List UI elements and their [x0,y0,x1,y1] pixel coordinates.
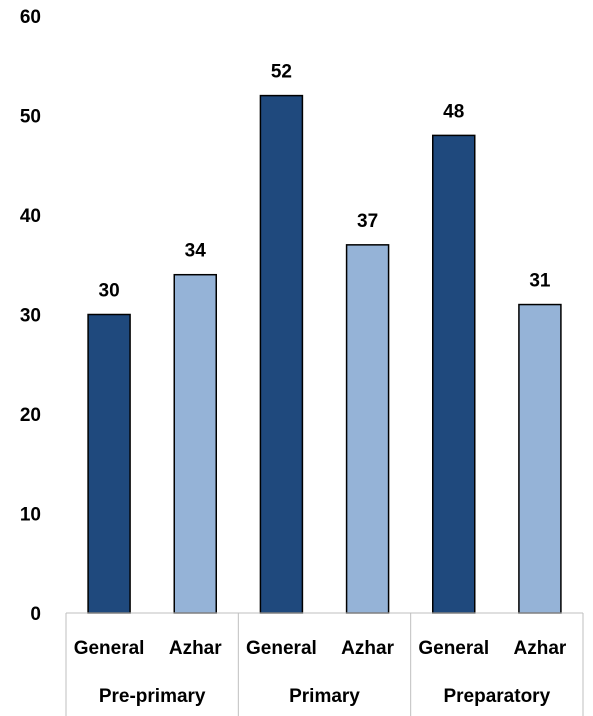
bar-preparatory-azhar [518,303,562,614]
x-axis-category-labels: General Azhar General Azhar General Azhar [74,638,567,659]
bar-primary-azhar [345,244,390,614]
x-category-label: Azhar [341,638,394,659]
y-axis-tick-labels: 0 10 20 30 40 50 60 [20,7,41,625]
x-category-label: General [74,638,145,659]
data-labels-layer: 30 34 52 37 48 31 [99,62,551,302]
group-label-primary: Primary [289,686,360,707]
bars-layer [87,94,562,614]
group-label-pre-primary: Pre-primary [99,686,206,707]
y-tick-label-30: 30 [20,306,41,327]
x-category-label: Azhar [169,638,222,659]
x-category-label: General [246,638,317,659]
y-tick-label-60: 60 [20,7,41,28]
bar-preparatory-general [432,134,476,614]
y-tick-label-20: 20 [20,405,41,426]
data-label-preparatory-azhar: 31 [529,271,551,292]
y-tick-label-10: 10 [20,505,41,526]
group-label-preparatory: Preparatory [443,686,550,707]
x-axis-group-labels: Pre-primary Primary Preparatory [99,686,551,707]
data-label-pre-primary-azhar: 34 [185,241,207,262]
data-label-primary-azhar: 37 [357,211,378,232]
bar-pre-primary-azhar [173,273,217,614]
bar-pre-primary-general [87,313,131,614]
data-label-primary-general: 52 [271,62,292,83]
data-label-preparatory-general: 48 [443,101,464,122]
bar-primary-general [259,94,304,614]
y-tick-label-40: 40 [20,206,41,227]
y-tick-label-0: 0 [30,604,41,625]
x-category-label: Azhar [514,638,567,659]
data-label-pre-primary-general: 30 [99,281,120,302]
axis-lines [65,612,584,716]
x-category-label: General [418,638,489,659]
y-tick-label-50: 50 [20,107,41,128]
